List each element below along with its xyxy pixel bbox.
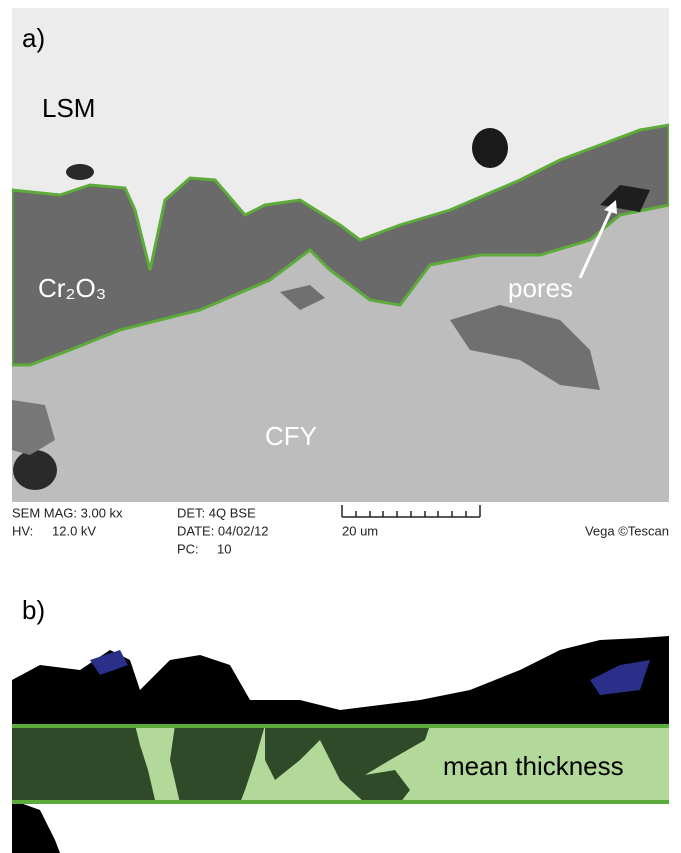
metadata: HV:: [12, 523, 33, 538]
metadata: 20 um: [342, 523, 378, 538]
panel-label: b): [22, 595, 45, 625]
band-label: mean thickness: [443, 751, 624, 781]
metadata: 12.0 kV: [52, 523, 96, 538]
metadata: PC:: [177, 541, 199, 556]
region-label: Cr₂O₃: [38, 273, 106, 303]
metadata: Vega ©Tescan: [585, 523, 669, 538]
figure: a) LSM Cr₂O₃ CFY pores SEM MAG: 3.00 kx …: [0, 0, 681, 853]
scale-bar: [342, 505, 480, 517]
metadata: DATE: 04/02/12: [177, 523, 269, 538]
segmented-image: [12, 636, 669, 853]
region-label: LSM: [42, 93, 95, 123]
metadata: SEM MAG: 3.00 kx: [12, 505, 123, 520]
panel-label: a): [22, 23, 45, 53]
annotation: pores: [508, 273, 573, 303]
region-label: CFY: [265, 421, 317, 451]
sem-image: [12, 8, 669, 502]
metadata: 10: [217, 541, 231, 556]
metadata: DET: 4Q BSE: [177, 505, 256, 520]
